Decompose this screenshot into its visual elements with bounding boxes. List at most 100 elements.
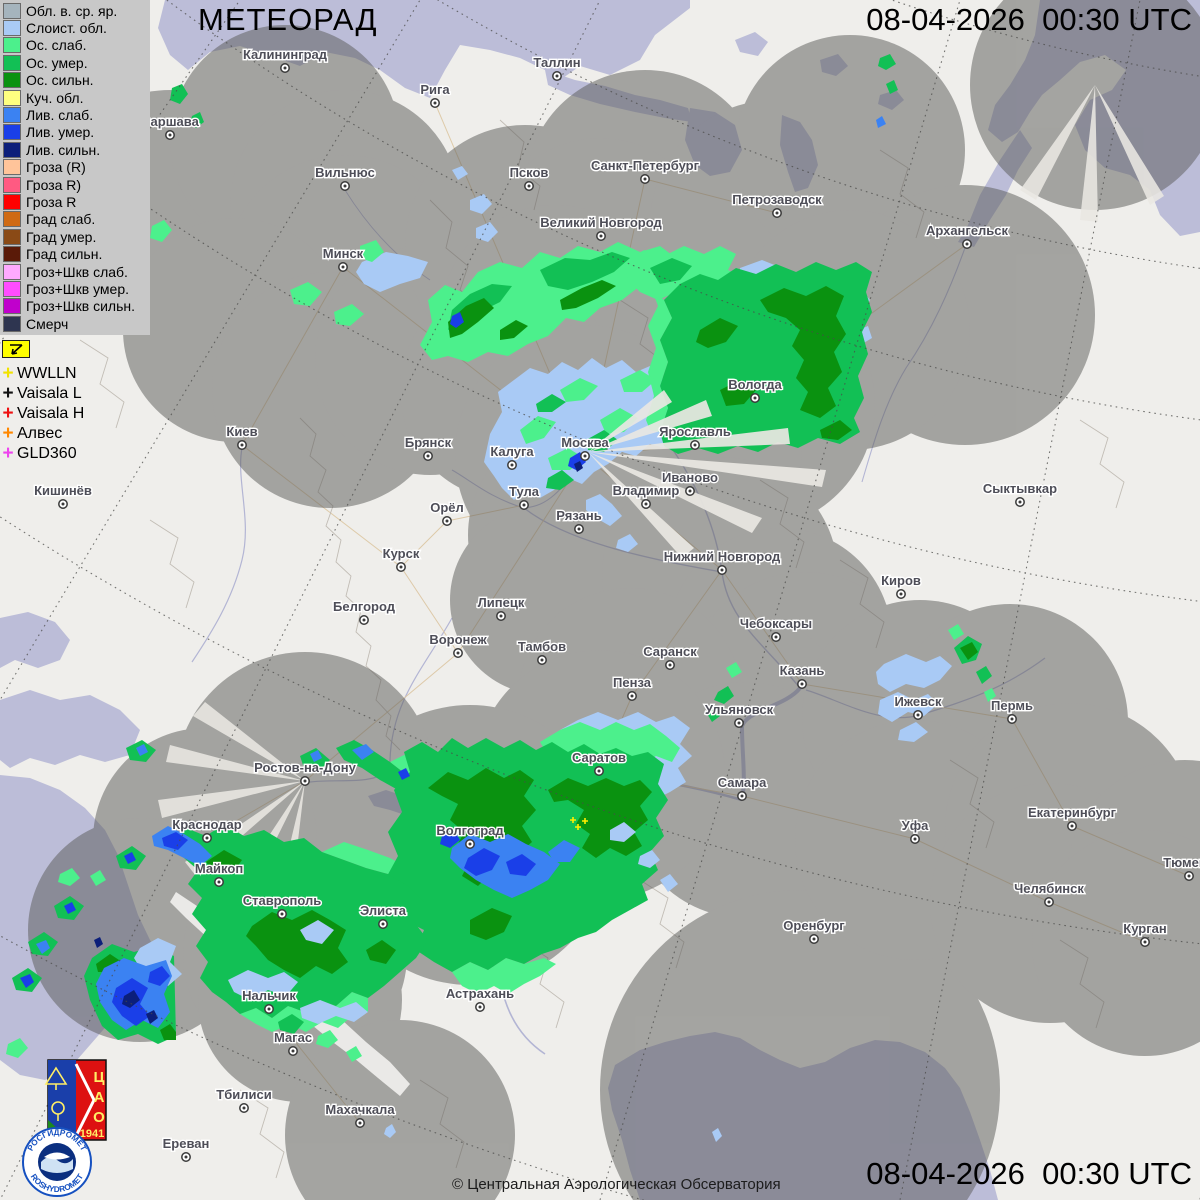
lightning-cross-icon: + — [2, 403, 14, 424]
legend-item: Град умер. — [3, 228, 150, 245]
blockage-wedge — [588, 452, 762, 533]
city-label: Чебоксары — [740, 616, 812, 631]
city-Элиста: Элиста — [359, 902, 408, 929]
precip-lv2 — [506, 854, 536, 876]
city-label: Уфа — [902, 818, 929, 833]
city-Варшава: Варшава — [140, 113, 201, 140]
legend-swatch — [3, 20, 21, 37]
city-marker-dot — [510, 463, 514, 467]
city-label: Челябинск — [1014, 881, 1084, 896]
city-marker-dot — [1070, 824, 1074, 828]
precip-os2 — [878, 54, 896, 70]
legend-swatch — [3, 263, 21, 280]
city-label: Белгород — [333, 599, 396, 614]
precip-os1 — [948, 624, 964, 640]
city-Самара: Самара — [716, 774, 768, 801]
city-marker-dot — [688, 489, 692, 493]
city-Казань: Казань — [778, 662, 826, 689]
city-marker-dot — [478, 1005, 482, 1009]
city-marker-dot — [1143, 940, 1147, 944]
radar-coverage-circle — [285, 1020, 515, 1200]
city-marker-dot — [1047, 900, 1051, 904]
city-marker-dot — [800, 682, 804, 686]
city-label: Саранск — [643, 644, 697, 659]
legend-label: Ос. сильн. — [26, 72, 94, 89]
legend-swatch — [3, 89, 21, 106]
city-label: Варшава — [141, 114, 199, 129]
precip-os3 — [96, 954, 122, 972]
city-marker-dot — [362, 618, 366, 622]
lightning-cross-icon: + — [2, 383, 14, 404]
city-Тамбов: Тамбов — [516, 638, 568, 665]
city-Астрахань: Астрахань — [444, 985, 516, 1012]
precip-lv1 — [548, 840, 580, 862]
precip-os1 — [58, 868, 80, 886]
city-label: Тула — [509, 484, 540, 499]
city-Воронеж: Воронеж — [428, 631, 489, 658]
city-marker-dot — [644, 502, 648, 506]
city-marker-dot — [283, 66, 287, 70]
precip-lv1 — [352, 744, 374, 760]
legend-item: Обл. в. ср. яр. — [3, 2, 150, 19]
legend-swatch — [3, 193, 21, 210]
precip-lv2 — [148, 966, 170, 986]
precip-lv2 — [450, 312, 464, 328]
precip-st — [356, 252, 428, 292]
city-Челябинск: Челябинск — [1013, 880, 1086, 907]
legend-label: Лив. сильн. — [26, 141, 101, 158]
precip-os2 — [886, 80, 898, 94]
precipitation-layer — [6, 54, 996, 1142]
legend-item: Лив. сильн. — [3, 141, 150, 158]
precip-st — [712, 1128, 722, 1142]
precip-os1 — [322, 842, 442, 920]
city-Киев: Киев — [225, 423, 259, 450]
city-Липецк: Липецк — [476, 594, 526, 621]
legend-item: Смерч — [3, 315, 150, 332]
city-Чебоксары: Чебоксары — [739, 615, 813, 642]
city-label: Рига — [420, 82, 450, 97]
copyright-text: © Центральная Аэрологическая Обсерватори… — [452, 1176, 781, 1193]
city-marker-dot — [242, 1106, 246, 1110]
city-Калуга: Калуга — [489, 443, 536, 470]
legend-item: Ос. умер. — [3, 54, 150, 71]
city-Орёл: Орёл — [429, 499, 465, 526]
city-label: Брянск — [405, 435, 452, 450]
city-layer: Калининград Варшава Таллин Рига Вильнюс Псков… — [33, 46, 1200, 1162]
radar-coverage-circle — [1032, 830, 1200, 1056]
city-Кишинёв: Кишинёв — [33, 482, 93, 509]
lightning-arrow-icon — [10, 343, 23, 355]
city-marker-dot — [381, 922, 385, 926]
legend-swatch — [3, 37, 21, 54]
lightning-cross-icon: + — [2, 423, 14, 444]
city-Ижевск: Ижевск — [893, 693, 943, 720]
svg-text:1941: 1941 — [80, 1128, 104, 1140]
legend-label: Слоист. обл. — [26, 20, 107, 37]
blockage-wedge — [1020, 85, 1095, 200]
precip-st — [878, 692, 938, 722]
legend-item: Град сильн. — [3, 245, 150, 263]
precip-os1 — [452, 958, 556, 994]
city-label: Курган — [1123, 921, 1166, 936]
city-label: Рязань — [556, 508, 601, 523]
city-Санкт-Петербург: Санкт-Петербург — [590, 157, 701, 184]
precip-lv1 — [36, 940, 50, 954]
precip-st — [300, 920, 334, 944]
precip-os1 — [646, 290, 672, 432]
city-Вологда: Вологда — [727, 376, 784, 403]
legend-label: Гроз+Шкв слаб. — [26, 263, 128, 280]
city-label: Ульяновск — [705, 702, 774, 717]
city-marker-dot — [343, 184, 347, 188]
blockage-wedge — [158, 781, 305, 818]
city-Калининград: Калининград — [242, 46, 329, 73]
city-label: Ярославль — [659, 424, 731, 439]
city-Иваново: Иваново — [661, 469, 719, 496]
lightning-symbol-box — [2, 340, 30, 358]
precip-os3 — [560, 280, 616, 310]
city-marker-dot — [775, 211, 779, 215]
precip-os2 — [190, 112, 204, 128]
city-marker-dot — [291, 1049, 295, 1053]
city-label: Киев — [226, 424, 257, 439]
